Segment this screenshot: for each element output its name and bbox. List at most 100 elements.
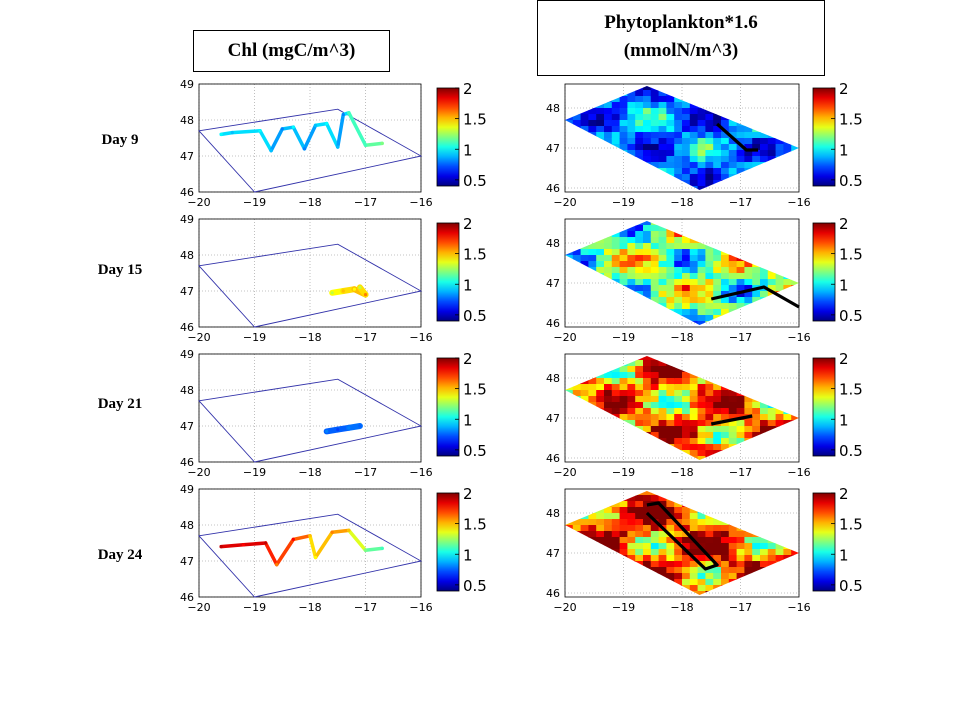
right-panel-3-cell: [604, 507, 613, 514]
right-panel-3-cell: [705, 585, 714, 592]
right-panel-2-cell: [752, 414, 761, 421]
right-panel-3-cell: [604, 543, 613, 550]
right-panel-0-cell: [627, 180, 636, 187]
right-panel-1-cell: [619, 255, 628, 262]
right-panel-0-cell: [580, 102, 589, 109]
right-panel-0-cell: [674, 114, 683, 121]
right-panel-2-cell: [650, 366, 660, 373]
right-panel-0-cell: [767, 138, 777, 145]
right-panel-1-cell: [728, 267, 738, 274]
right-panel-1-cell: [635, 267, 644, 274]
right-panel-3-cell: [611, 549, 621, 556]
right-panel-1-cell: [728, 249, 738, 256]
right-panel-1-cell: [744, 231, 753, 238]
left-panel-3-ytick-label: 46: [180, 591, 194, 604]
left-panel-0-track-point: [219, 132, 223, 136]
right-panel-0-cell: [705, 96, 714, 103]
right-panel-0-cell: [565, 162, 574, 169]
right-panel-2-cell: [760, 390, 769, 397]
right-panel-2-cell: [752, 438, 761, 445]
right-panel-0-cell: [791, 156, 799, 163]
right-panel-0-cell: [767, 144, 777, 151]
right-panel-2-cell: [752, 396, 761, 403]
right-panel-2-cell: [658, 402, 667, 409]
right-panel-2-cell: [721, 378, 730, 385]
right-panel-2-cell: [588, 450, 597, 457]
right-panel-1-cell: [674, 309, 683, 316]
right-panel-2-cell: [791, 360, 799, 367]
right-panel-1-cell: [705, 291, 714, 298]
right-panel-0-cell: [791, 144, 799, 151]
right-panel-3-cell: [643, 579, 652, 586]
right-panel-0-cell: [643, 108, 652, 115]
right-panel-0-cell: [627, 162, 636, 169]
right-panel-2-cell: [713, 426, 722, 433]
right-panel-3-cell: [643, 543, 652, 550]
right-panel-3-cell: [752, 537, 761, 544]
right-panel-1-cell: [783, 243, 792, 250]
right-panel-0-cell: [783, 144, 792, 151]
right-panel-2-cell: [783, 450, 792, 457]
right-panel-0-cell: [580, 132, 589, 139]
right-panel-0-cell: [713, 150, 722, 157]
right-panel-3-cell: [658, 491, 667, 496]
right-panel-2-cell: [783, 378, 792, 385]
right-panel-2-cell: [791, 414, 799, 421]
right-panel-1-cell: [791, 309, 799, 316]
right-panel-3-cell: [682, 543, 691, 550]
right-panel-2-cell: [682, 420, 691, 427]
right-panel-1-cell: [736, 267, 745, 274]
left-panel-0-track-segment: [291, 125, 307, 151]
right-panel-2-cell: [674, 438, 683, 445]
right-panel-2-cell: [588, 444, 597, 451]
right-panel-0-cell: [728, 156, 738, 163]
right-panel-0-cell: [682, 96, 691, 103]
right-panel-2-cell: [697, 450, 706, 457]
right-panel-3-cell: [705, 537, 714, 544]
right-panel-1-cell: [775, 243, 784, 250]
right-panel-3-cell: [580, 573, 589, 580]
right-panel-0-cell: [713, 162, 722, 169]
right-panel-3-cell: [565, 491, 574, 496]
right-panel-1-cell: [736, 291, 745, 298]
right-panel-1-cell: [658, 297, 667, 304]
right-panel-2-cell: [783, 396, 792, 403]
right-panel-3-cell: [611, 525, 621, 532]
right-panel-3-cell: [767, 555, 777, 562]
right-panel-0-cell: [705, 162, 714, 169]
right-panel-1-cell: [611, 315, 621, 322]
right-panel-2-cell: [783, 426, 792, 433]
right-panel-0-cell: [565, 86, 574, 91]
right-panel-0-cell: [635, 120, 644, 127]
right-panel-0-cell: [752, 138, 761, 145]
right-panel-3-cell: [721, 519, 730, 526]
right-panel-2-cell: [783, 432, 792, 439]
right-panel-3-cell: [760, 555, 769, 562]
right-panel-0-cell: [650, 138, 660, 145]
right-panel-1-cell: [588, 231, 597, 238]
right-panel-2-cell: [697, 432, 706, 439]
right-panel-2-cell: [674, 384, 683, 391]
right-panel-0-cell: [682, 174, 691, 181]
right-panel-2-cell: [588, 402, 597, 409]
right-panel-2-cell: [650, 432, 660, 439]
right-panel-0-cell: [588, 96, 597, 103]
right-panel-2-cell: [705, 360, 714, 367]
right-panel-1-cell: [572, 315, 582, 322]
right-title-line2: (mmolN/m^3): [623, 40, 739, 61]
right-panel-0-cell: [736, 168, 745, 175]
right-panel-2-cell: [627, 366, 636, 373]
right-panel-3-cell: [643, 525, 652, 532]
right-panel-3-xtick-label: −20: [553, 601, 576, 614]
right-panel-0-cell: [767, 126, 777, 133]
right-panel-1-cell: [596, 225, 605, 232]
right-panel-3-cell: [713, 495, 722, 502]
right-panel-2-cell: [689, 408, 699, 415]
right-panel-0-cell: [658, 90, 667, 97]
right-panel-2-cell: [682, 384, 691, 391]
left-panel-0-track-segment: [219, 130, 235, 137]
right-panel-3-cell: [760, 519, 769, 526]
right-panel-3-cell: [744, 501, 753, 508]
right-panel-1-cell: [643, 285, 652, 292]
right-panel-0-cell: [705, 108, 714, 115]
